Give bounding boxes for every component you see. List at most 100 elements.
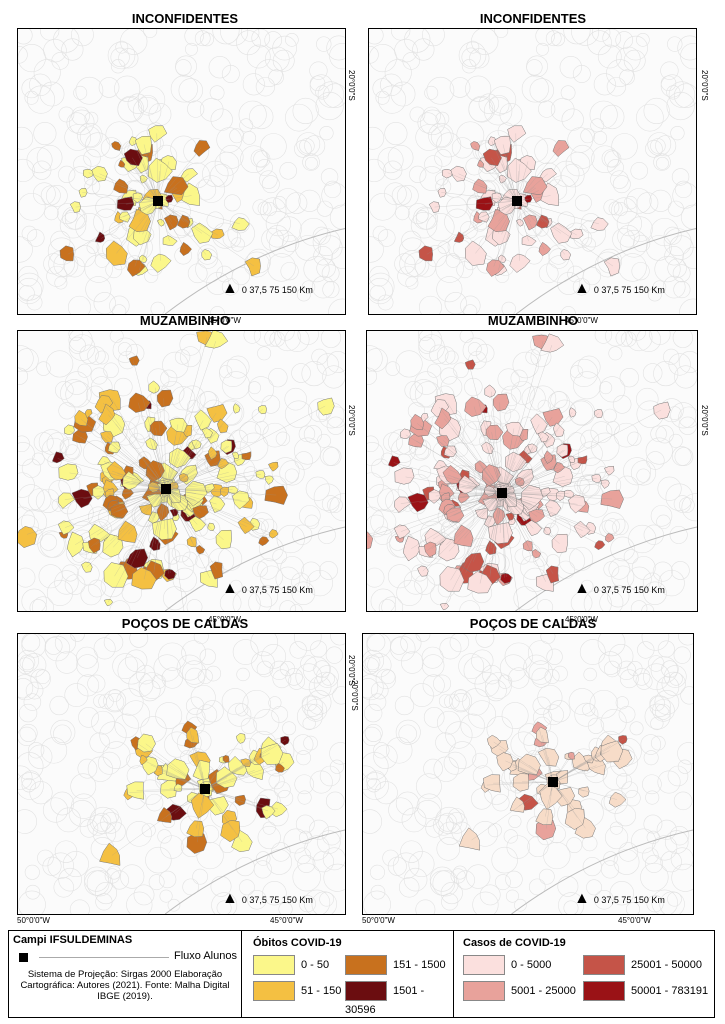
map-title-muzambinho-casos: MUZAMBINHO bbox=[487, 313, 579, 328]
municipality-polygon bbox=[264, 485, 288, 505]
municipality-boundary bbox=[460, 295, 481, 314]
municipality-polygon bbox=[428, 201, 440, 213]
municipality-boundary bbox=[222, 229, 242, 248]
municipality-boundary bbox=[613, 849, 640, 875]
municipality-boundary bbox=[409, 683, 434, 708]
municipality-polygon bbox=[191, 792, 215, 819]
municipality-polygon bbox=[186, 726, 200, 744]
municipality-boundary bbox=[367, 348, 388, 372]
swatch-obitos-4 bbox=[345, 981, 387, 1001]
municipality-boundary bbox=[259, 170, 278, 189]
municipality-boundary bbox=[615, 773, 633, 790]
municipality-boundary bbox=[363, 674, 384, 701]
student-flow-line bbox=[117, 473, 167, 490]
municipality-boundary bbox=[656, 819, 677, 840]
municipality-polygon bbox=[160, 780, 177, 799]
municipality-polygon bbox=[209, 561, 223, 580]
municipality-polygon bbox=[497, 254, 507, 263]
municipality-boundary bbox=[257, 201, 272, 216]
student-flow-line bbox=[471, 781, 554, 841]
municipality-polygon bbox=[209, 495, 226, 514]
student-flow-line bbox=[157, 200, 203, 234]
student-flow-line bbox=[157, 200, 186, 250]
municipality-boundary bbox=[32, 596, 54, 611]
municipality-polygon bbox=[210, 228, 225, 239]
municipality-boundary bbox=[240, 717, 257, 734]
municipality-boundary bbox=[229, 429, 249, 449]
municipality-boundary bbox=[18, 158, 35, 183]
municipality-boundary bbox=[366, 770, 386, 791]
municipality-boundary bbox=[397, 265, 419, 287]
municipality-boundary bbox=[87, 346, 106, 365]
municipality-boundary bbox=[311, 275, 335, 299]
student-flow-line bbox=[165, 488, 168, 534]
municipality-boundary bbox=[609, 880, 635, 906]
municipality-polygon bbox=[178, 473, 189, 483]
municipality-boundary bbox=[64, 574, 86, 595]
municipality-boundary bbox=[662, 275, 686, 299]
municipality-boundary bbox=[320, 331, 342, 348]
municipality-boundary bbox=[282, 234, 300, 253]
municipality-boundary bbox=[214, 151, 240, 177]
municipality-boundary bbox=[19, 724, 38, 742]
municipality-boundary bbox=[221, 278, 240, 296]
student-flow-line bbox=[453, 477, 503, 494]
municipality-polygon bbox=[146, 493, 163, 508]
student-flow-line bbox=[134, 200, 159, 267]
municipality-boundary bbox=[681, 493, 697, 522]
municipality-boundary bbox=[390, 81, 416, 107]
municipality-boundary bbox=[21, 770, 41, 791]
municipality-boundary bbox=[367, 367, 378, 385]
municipality-boundary bbox=[415, 209, 429, 223]
municipality-boundary bbox=[529, 78, 554, 103]
student-flow-line bbox=[434, 200, 518, 208]
municipality-boundary bbox=[110, 47, 130, 67]
municipality-boundary bbox=[112, 337, 138, 363]
student-flow-line bbox=[154, 387, 167, 490]
municipality-boundary bbox=[531, 667, 552, 688]
municipality-boundary bbox=[671, 168, 690, 186]
municipality-boundary bbox=[18, 45, 28, 64]
municipality-boundary bbox=[79, 126, 101, 148]
swatch-casos-3 bbox=[583, 955, 625, 975]
municipality-boundary bbox=[235, 703, 249, 717]
municipality-boundary bbox=[670, 847, 693, 871]
municipality-boundary bbox=[400, 840, 423, 863]
municipality-boundary bbox=[364, 724, 383, 742]
municipality-boundary bbox=[363, 765, 378, 790]
student-flow-line bbox=[192, 735, 206, 790]
municipality-boundary bbox=[396, 579, 423, 606]
municipality-polygon bbox=[550, 222, 573, 244]
municipality-boundary bbox=[75, 76, 104, 105]
municipality-boundary bbox=[377, 147, 404, 174]
municipality-boundary bbox=[468, 95, 496, 123]
municipality-boundary bbox=[425, 819, 444, 838]
coastline bbox=[511, 829, 693, 914]
municipality-boundary bbox=[487, 823, 502, 838]
municipality-boundary bbox=[71, 29, 94, 47]
municipality-boundary bbox=[18, 236, 33, 263]
municipality-boundary bbox=[433, 814, 454, 836]
municipality-polygon bbox=[59, 245, 74, 262]
municipality-boundary bbox=[409, 165, 427, 183]
student-flow-line bbox=[165, 436, 177, 490]
student-flow-line bbox=[501, 492, 583, 531]
municipality-boundary bbox=[284, 331, 310, 353]
student-flow-line bbox=[488, 162, 518, 202]
municipality-boundary bbox=[543, 841, 571, 870]
student-flow-line bbox=[552, 781, 617, 800]
municipality-boundary bbox=[663, 228, 692, 257]
municipality-boundary bbox=[394, 38, 418, 63]
municipality-boundary bbox=[292, 524, 313, 545]
municipality-boundary bbox=[239, 879, 255, 896]
municipality-boundary bbox=[116, 688, 144, 716]
municipality-polygon bbox=[192, 505, 209, 520]
student-flow-line bbox=[165, 488, 226, 492]
municipality-boundary bbox=[178, 78, 203, 103]
municipality-boundary bbox=[672, 331, 694, 348]
municipality-boundary bbox=[646, 895, 664, 913]
municipality-boundary bbox=[398, 877, 420, 898]
student-flow-line bbox=[131, 480, 167, 490]
municipality-boundary bbox=[309, 61, 328, 80]
student-flow-line bbox=[501, 412, 573, 494]
